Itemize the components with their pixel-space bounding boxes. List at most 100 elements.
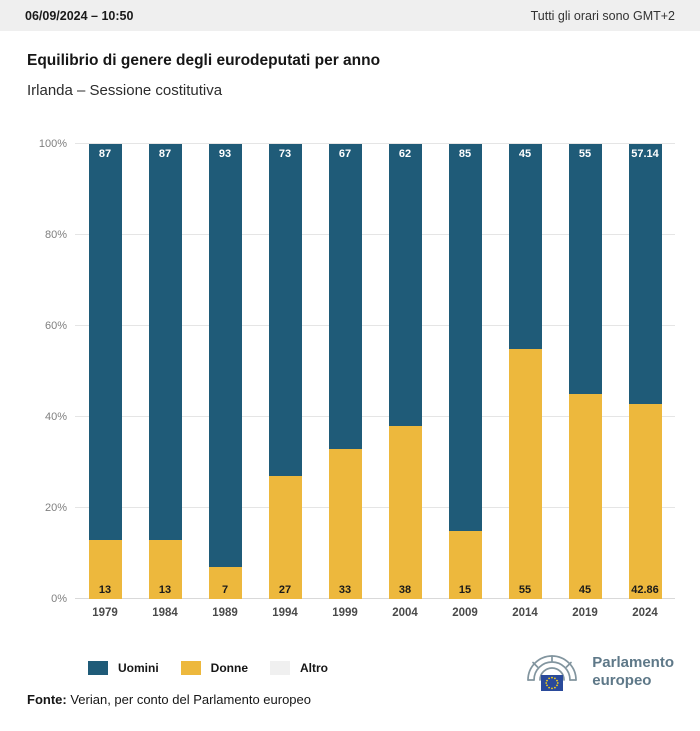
legend: Uomini Donne Altro [88,661,700,675]
legend-swatch-altro [270,661,291,675]
x-axis-tick-label: 2019 [572,607,598,619]
y-axis-tick-label: 60% [44,320,67,332]
timezone-note: Tutti gli orari sono GMT+2 [530,8,675,23]
bar-column: 87 13 [135,144,195,599]
gridline [75,143,675,144]
bar-value-label: 42.86 [631,583,659,596]
gridline [75,507,675,508]
bar-value-label: 13 [158,583,172,596]
bar-segment-donne: 33 [328,448,362,599]
datetime-label: 06/09/2024 – 10:50 [25,8,134,23]
bar-segment-uomini: 45 [508,144,542,349]
bar-segment-uomini: 67 [328,144,362,449]
logo-text-line2: europeo [592,672,652,689]
european-parliament-logo: Parlamento europeo [521,649,674,695]
stacked-bar: 57.14 42.86 [628,144,662,599]
bar-segment-donne: 38 [388,426,422,599]
page-title: Equilibrio di genere degli eurodeputati … [27,52,381,69]
bar-segment-uomini: 73 [268,144,302,477]
bar-value-label: 13 [98,583,112,596]
bar-value-label: 7 [221,583,229,596]
bar-segment-donne: 13 [148,539,182,599]
bar-column: 87 13 [75,144,135,599]
bar-value-label: 15 [458,584,472,596]
page-subtitle: Irlanda – Sessione costitutiva [27,82,223,99]
bar-value-label: 57.14 [631,148,659,160]
source-text: Verian, per conto del Parlamento europeo [66,692,311,707]
bar-column: 73 27 [255,144,315,599]
bar-value-label: 85 [458,148,472,160]
bar-segment-donne: 55 [508,348,542,599]
bar-segment-uomini: 55 [568,144,602,395]
legend-swatch-donne [180,661,201,675]
bar-segment-uomini: 93 [208,144,242,568]
bar-column: 62 38 [375,144,435,599]
x-axis-labels: 1979 1984 1989 1994 1999 2004 2009 2014 2019 2024 [75,607,675,619]
bar-segment-uomini: 62 [388,144,422,427]
bar-value-label: 67 [338,148,352,160]
legend-swatch-uomini [88,661,108,675]
stacked-bar: 67 33 [328,144,362,599]
stacked-bar: 87 13 [148,144,182,599]
gridline [75,325,675,326]
logo-text-line1: Parlamento [592,654,674,671]
bar-segment-uomini: 87 [88,144,122,540]
legend-label: Uomini [118,661,159,675]
gridline [75,598,675,599]
stacked-bar: 62 38 [388,144,422,599]
y-axis-tick-label: 80% [44,229,67,241]
x-axis-tick-label: 2004 [392,607,418,619]
source-label: Fonte: [27,692,67,707]
bar-value-label: 87 [158,148,172,160]
bar-value-label: 33 [338,583,352,596]
bar-column: 85 15 [435,144,495,599]
legend-item-donne: Donne [180,661,249,675]
plot-area: 87 13 87 13 93 7 73 27 67 33 62 38 85 15 45 55 55 45 57.14… [39,138,675,605]
bar-segment-donne: 13 [88,539,122,599]
logo-text: Parlamento europeo [592,654,674,690]
title-block: Equilibrio di genere degli eurodeputati … [0,31,700,99]
stacked-bar: 45 55 [508,144,542,599]
bar-column: 55 45 [555,144,615,599]
hemicycle-icon [527,655,578,691]
bar-segment-donne: 42.86 [628,403,662,599]
x-axis-tick-label: 2009 [452,607,478,619]
y-axis-tick-label: 0% [51,593,67,605]
bar-column: 57.14 42.86 [615,144,675,599]
stacked-bar: 85 15 [448,144,482,599]
x-axis-tick-label: 1989 [212,607,238,619]
bar-segment-donne: 7 [208,567,242,599]
stacked-bar: 87 13 [88,144,122,599]
y-axis-tick-label: 40% [44,411,67,423]
gender-balance-chart: 87 13 87 13 93 7 73 27 67 33 62 38 85 15 45 55 55 45 57.14… [0,138,700,619]
legend-label: Altro [300,661,329,675]
bar-column: 45 55 [495,144,555,599]
bar-segment-donne: 27 [268,476,302,599]
bar-value-label: 55 [518,584,532,596]
bar-segment-uomini: 85 [448,144,482,531]
stacked-bar: 93 7 [208,144,242,599]
x-axis-tick-label: 1999 [332,607,358,619]
bar-value-label: 73 [278,148,292,160]
x-axis-tick-label: 1994 [272,607,298,619]
x-axis-tick-label: 2024 [632,607,658,619]
top-bar: 06/09/2024 – 10:50 Tutti gli orari sono … [0,0,700,31]
bar-value-label: 45 [518,148,532,160]
y-axis-tick-label: 100% [38,138,67,150]
bar-value-label: 55 [578,148,592,160]
legend-item-altro: Altro [270,661,328,675]
bar-segment-donne: 45 [568,394,602,599]
stacked-bar: 73 27 [268,144,302,599]
bar-value-label: 62 [398,148,412,160]
bar-value-label: 27 [278,583,292,596]
stacked-bar: 55 45 [568,144,602,599]
gridline [75,416,675,417]
bar-value-label: 87 [98,148,112,160]
bar-value-label: 38 [398,583,412,596]
bar-column: 93 7 [195,144,255,599]
x-axis-tick-label: 1984 [152,607,178,619]
legend-label: Donne [210,661,249,675]
gridline [75,234,675,235]
bar-value-label: 93 [218,148,232,160]
bar-value-label: 45 [578,584,592,596]
